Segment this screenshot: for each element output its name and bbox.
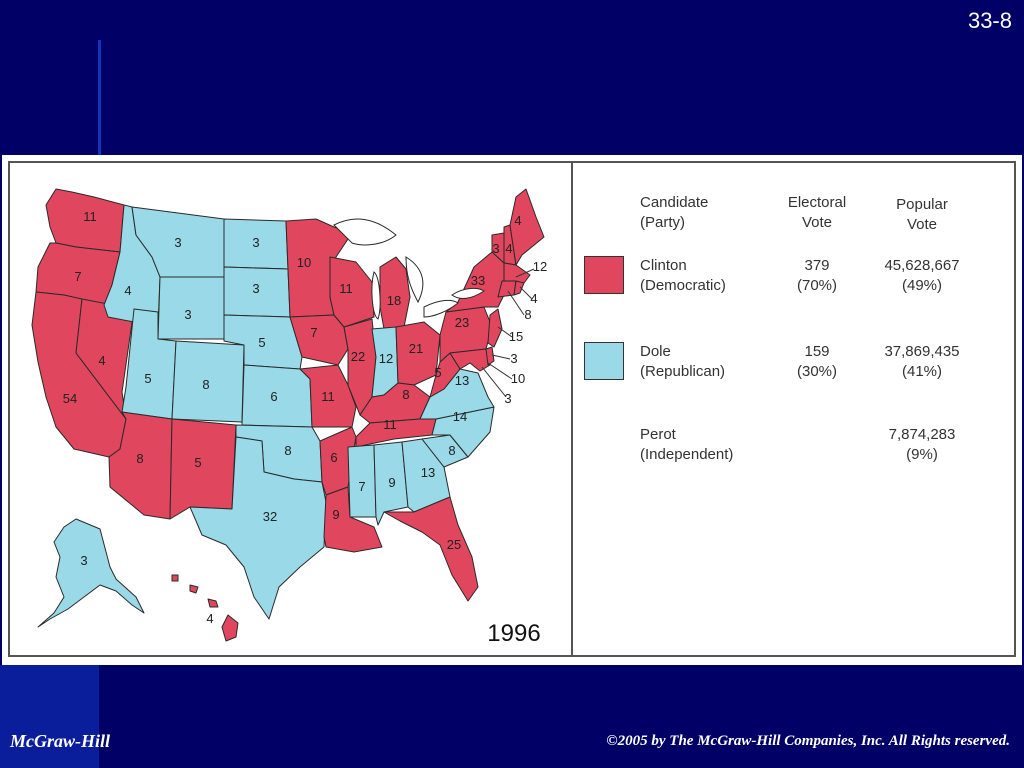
state-mo [299, 364, 357, 428]
slide-footer-accent [0, 665, 99, 768]
state-votes-nc: 14 [453, 409, 467, 424]
header-candidate: Candidate (Party) [640, 194, 709, 231]
lake-superior [333, 218, 397, 246]
slide-accent-line [98, 40, 101, 155]
state-ma [503, 262, 531, 284]
state-votes-fl: 25 [447, 537, 461, 552]
state-votes-la: 9 [332, 507, 339, 522]
state-votes-in: 12 [379, 351, 393, 366]
state-votes-az: 8 [136, 451, 143, 466]
state-la [323, 486, 383, 553]
state-votes-co: 8 [202, 377, 209, 392]
row-clinton-candidate: Clinton (Democratic) [640, 257, 726, 294]
state-votes-wa: 11 [83, 209, 97, 224]
footer-publisher: McGraw-Hill [10, 731, 111, 751]
state-votes-nj: 15 [509, 329, 523, 344]
swatch-democratic [584, 256, 624, 294]
row-clinton-popular: 45,628,667 (49%) [884, 257, 960, 294]
lake-ontario [451, 287, 485, 299]
swatch-republican [584, 342, 624, 380]
row-perot-popular: 7,874,283 (9%) [888, 426, 956, 463]
header-popular: Popular Vote [896, 196, 948, 233]
slide-footer-band [0, 665, 1024, 768]
state-votes-nm: 5 [194, 455, 201, 470]
state-votes-hi: 4 [206, 611, 213, 626]
state-nj [487, 308, 503, 348]
slide-header-band [0, 0, 1024, 155]
state-votes-ks: 6 [270, 389, 277, 404]
row-clinton-electoral: 379 (70%) [796, 257, 837, 294]
state-votes-or: 7 [74, 269, 81, 284]
election-map: 1996 11754443358853356832107116911221812… [31, 188, 547, 647]
state-votes-vt: 3 [492, 241, 499, 256]
state-votes-mi: 18 [387, 293, 401, 308]
election-figure: 1996 11 7 54 4 4 3 3 5 8 8 5 3 3 5 6 8 32 10 7 11 6 9 11 22 18 12… [2, 155, 1022, 665]
state-votes-ri: 4 [530, 291, 537, 306]
state-ri [513, 280, 525, 296]
state-votes-mo: 11 [321, 389, 335, 404]
state-votes-al: 9 [388, 475, 395, 490]
state-votes-sd: 3 [252, 281, 259, 296]
state-votes-mt: 3 [174, 235, 181, 250]
state-me [509, 188, 545, 266]
state-hi-oahu [189, 584, 199, 594]
state-votes-ut: 5 [144, 371, 151, 386]
state-ak [37, 518, 145, 628]
state-tx [189, 436, 327, 620]
state-votes-va: 13 [455, 373, 469, 388]
state-mi [379, 256, 411, 330]
map-year: 1996 [487, 620, 540, 647]
state-hi-maui [207, 598, 219, 608]
state-votes-pa: 23 [455, 315, 469, 330]
state-votes-mn: 10 [297, 255, 311, 270]
state-votes-tx: 32 [263, 509, 277, 524]
state-votes-ga: 13 [421, 465, 435, 480]
state-votes-tn: 11 [383, 417, 397, 432]
lake-huron [405, 256, 424, 304]
state-fl [383, 496, 479, 602]
state-votes-wi: 11 [339, 281, 353, 296]
state-votes-nh: 4 [505, 241, 512, 256]
state-votes-oh: 21 [409, 341, 423, 356]
slide-number: 33-8 [967, 8, 1012, 33]
state-votes-ia: 7 [310, 325, 317, 340]
state-votes-sc: 8 [448, 443, 455, 458]
state-votes-ma: 12 [533, 259, 547, 274]
state-votes-ct: 8 [524, 307, 531, 322]
state-hi-kauai [171, 574, 179, 582]
state-votes-ne: 5 [258, 335, 265, 350]
row-dole-candidate: Dole (Republican) [640, 343, 726, 380]
state-votes-il: 22 [351, 349, 365, 364]
state-votes-ms: 7 [358, 479, 365, 494]
state-nm [169, 418, 237, 520]
state-votes-de: 3 [510, 351, 517, 366]
state-de [485, 346, 495, 366]
header-electoral: Electoral Vote [787, 194, 847, 231]
figure-divider [571, 161, 573, 657]
state-votes-ar: 6 [330, 450, 337, 465]
state-votes-wv: 5 [434, 365, 441, 380]
state-votes-md: 10 [511, 371, 525, 386]
state-votes-nv: 4 [98, 353, 105, 368]
state-votes-me: 4 [514, 213, 521, 228]
state-hi-big [221, 614, 239, 642]
row-perot-candidate: Perot (Independent) [640, 426, 734, 463]
state-votes-ca: 54 [63, 391, 77, 406]
row-dole-popular: 37,869,435 (41%) [884, 343, 960, 380]
state-votes-wy: 3 [184, 307, 191, 322]
row-dole-electoral: 159 (30%) [796, 343, 837, 380]
figure-frame [8, 161, 1016, 657]
footer-copyright: ©2005 by The McGraw-Hill Companies, Inc.… [606, 733, 1010, 749]
state-votes-ny: 33 [471, 273, 485, 288]
state-votes-ak: 3 [80, 553, 87, 568]
state-votes-ok: 8 [284, 443, 291, 458]
lake-michigan [371, 271, 381, 320]
state-votes-dc: 3 [504, 391, 511, 406]
lake-erie [423, 299, 459, 318]
state-votes-id: 4 [124, 283, 131, 298]
state-votes-nd: 3 [252, 235, 259, 250]
state-votes-ky: 8 [402, 387, 409, 402]
state-wi [329, 256, 375, 328]
